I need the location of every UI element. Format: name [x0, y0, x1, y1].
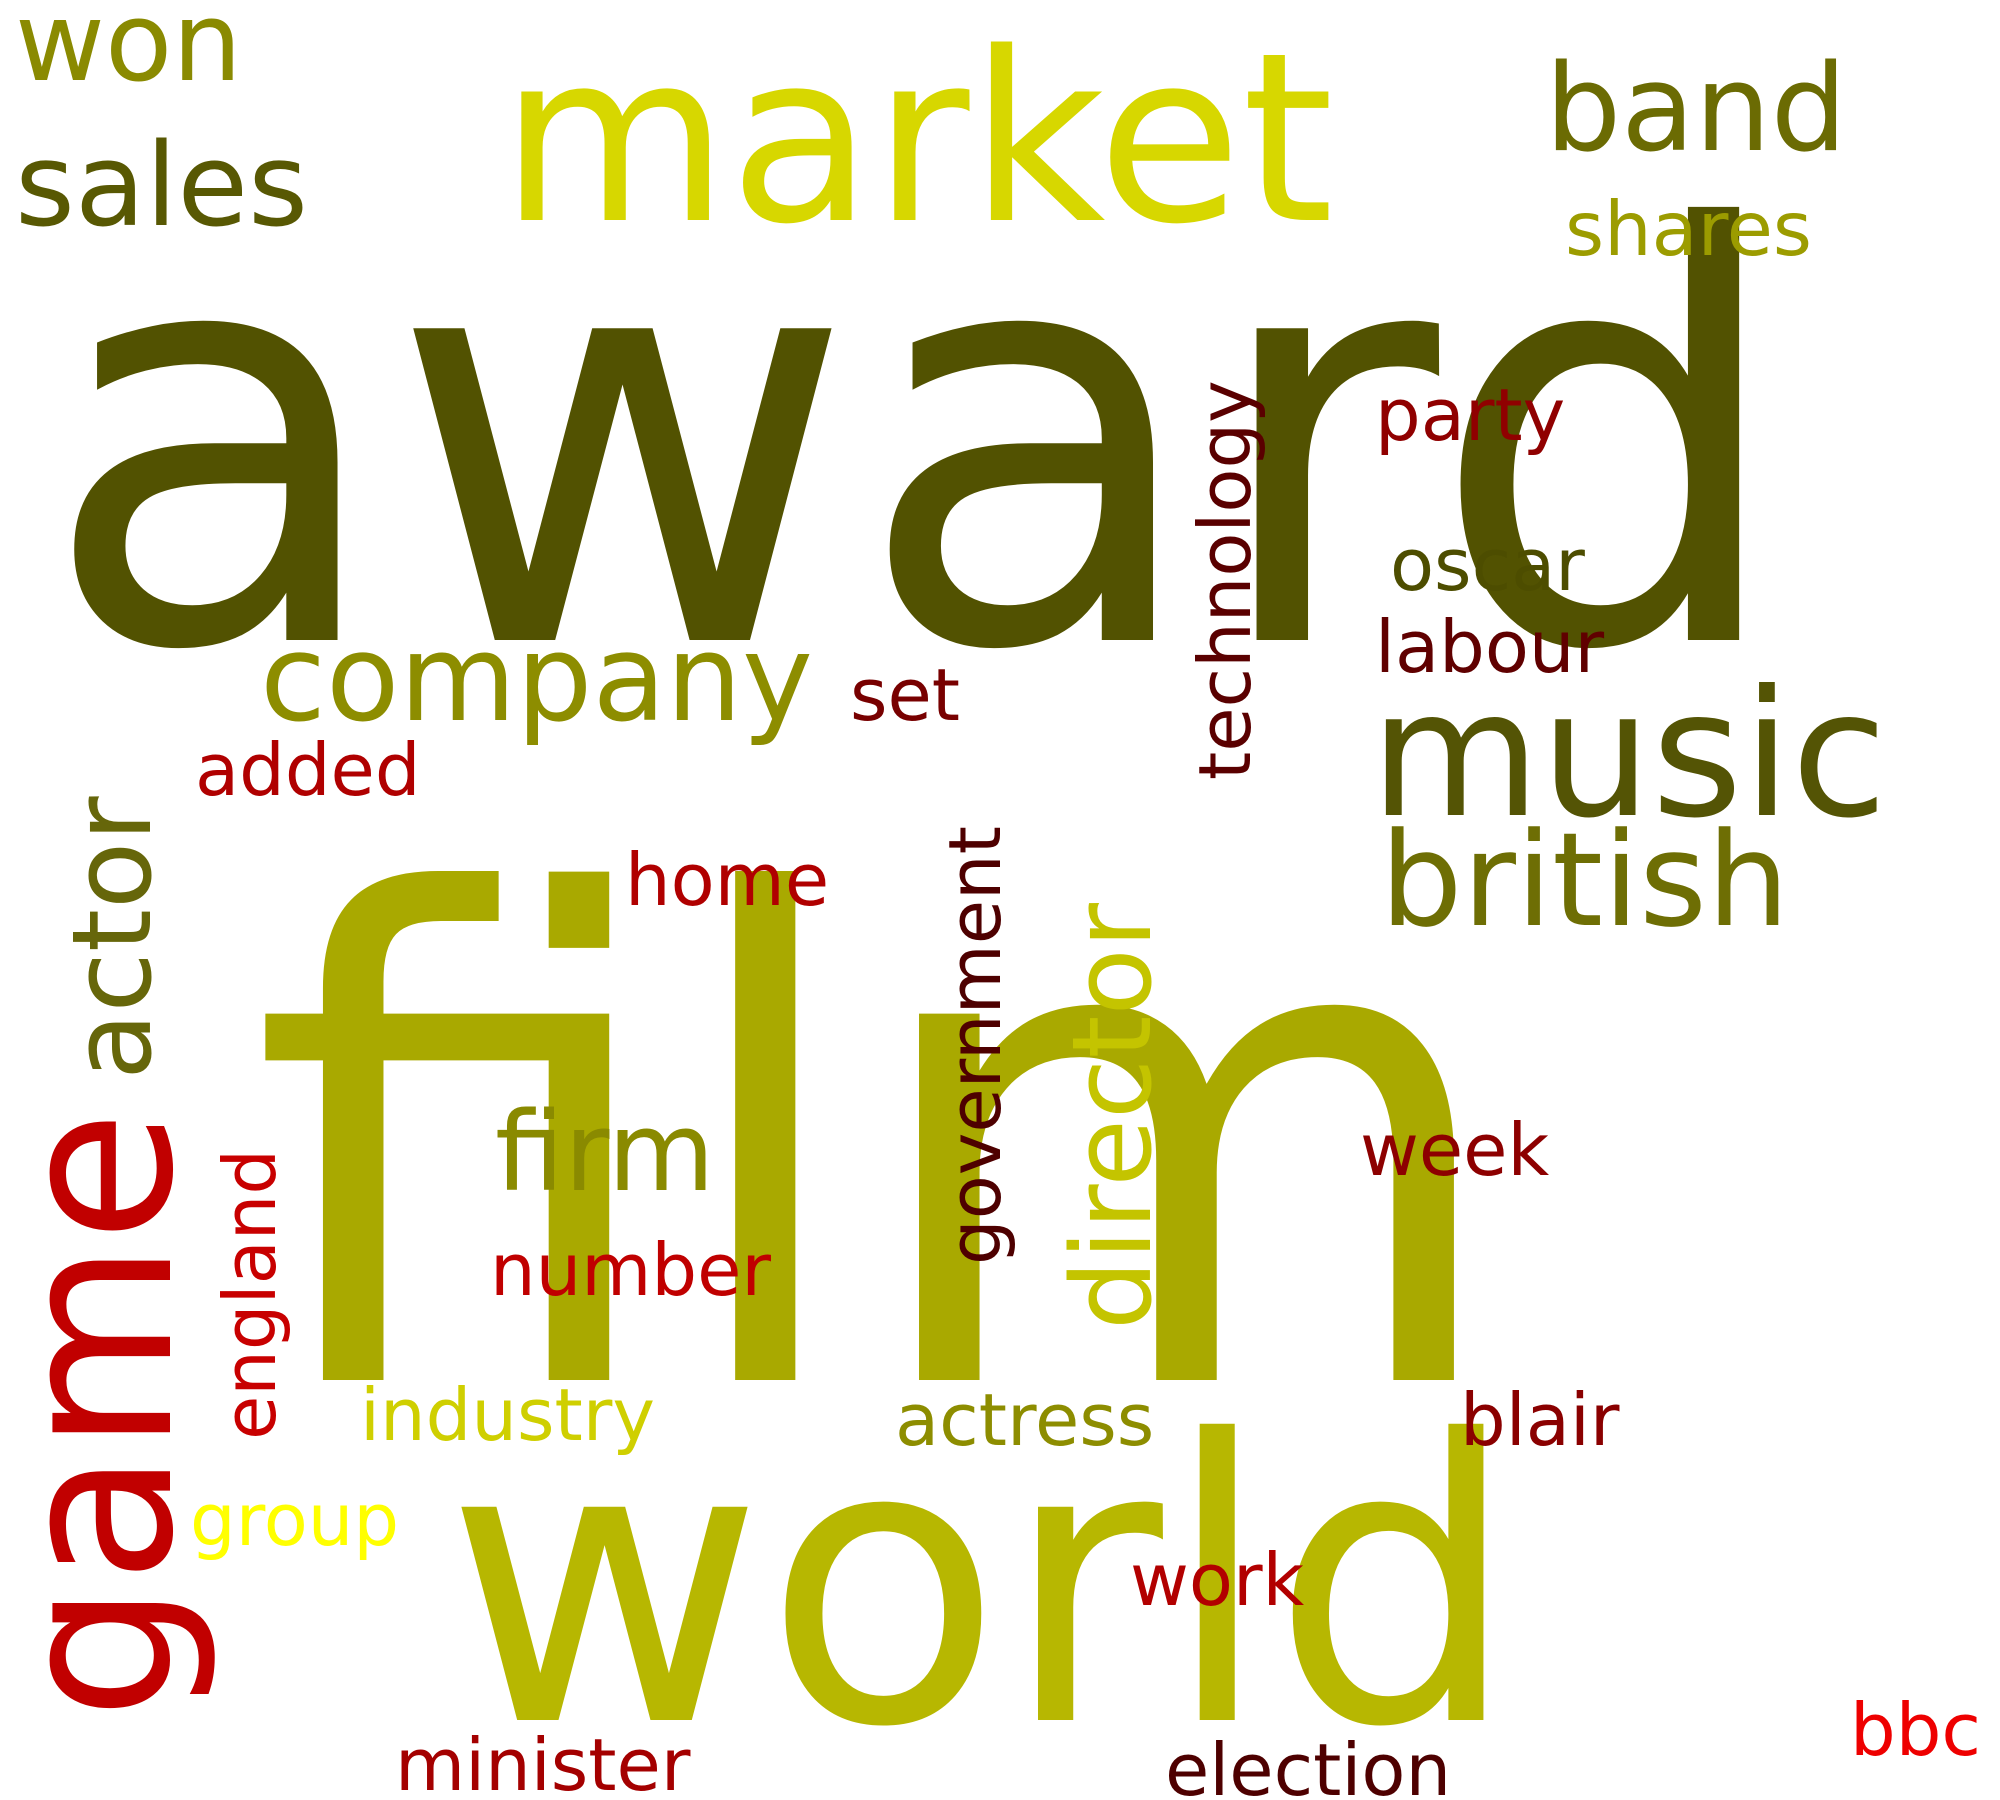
word-home: home: [625, 838, 829, 922]
word-british: british: [1380, 804, 1789, 956]
word-director: director: [1048, 902, 1176, 1330]
word-blair: blair: [1460, 1378, 1620, 1462]
word-work: work: [1130, 1538, 1305, 1622]
word-party: party: [1375, 373, 1565, 457]
word-sales: sales: [15, 119, 308, 253]
word-government: government: [933, 826, 1017, 1265]
word-election: election: [1165, 1728, 1451, 1800]
word-actor: actor: [48, 796, 176, 1080]
word-england: england: [208, 1149, 292, 1440]
word-film: film: [250, 759, 1511, 1539]
word-won: won: [15, 0, 242, 106]
word-market: market: [500, 3, 1334, 276]
word-company: company: [260, 610, 813, 749]
word-music: music: [1370, 654, 1887, 857]
word-added: added: [195, 728, 421, 812]
word-set: set: [850, 653, 960, 737]
word-week: week: [1360, 1108, 1549, 1192]
word-band: band: [1545, 40, 1847, 179]
word-minister: minister: [395, 1723, 691, 1800]
word-game: game: [0, 1110, 221, 1720]
word-bbc: bbc: [1850, 1688, 1981, 1772]
word-labour: labour: [1375, 605, 1605, 689]
word-number: number: [490, 1228, 771, 1312]
word-industry: industry: [360, 1373, 655, 1457]
word-shares: shares: [1565, 185, 1812, 273]
word-oscar: oscar: [1390, 523, 1585, 607]
word-technology: technology: [1183, 380, 1267, 780]
word-group: group: [190, 1478, 399, 1562]
word-actress: actress: [895, 1378, 1154, 1462]
word-firm: firm: [495, 1088, 715, 1216]
word-award: award: [40, 112, 1791, 775]
word-world: world: [445, 1358, 1519, 1800]
